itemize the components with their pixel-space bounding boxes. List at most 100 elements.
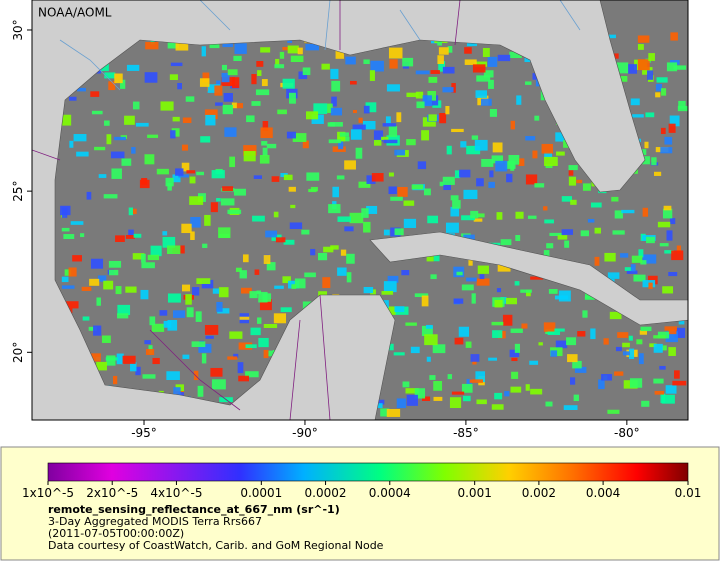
- patch: [421, 295, 429, 307]
- patch: [488, 181, 495, 188]
- credit-box: [34, 2, 116, 22]
- patch: [90, 91, 100, 97]
- patch: [366, 175, 376, 184]
- patch: [390, 196, 403, 201]
- patch: [362, 120, 376, 130]
- patch: [355, 147, 363, 159]
- patch: [182, 284, 191, 292]
- patch: [564, 240, 570, 248]
- patch: [530, 388, 543, 395]
- patch: [89, 278, 100, 286]
- patch: [302, 140, 309, 149]
- patch: [637, 59, 650, 71]
- patch: [199, 78, 210, 87]
- y-tick-label: 25°: [11, 181, 25, 202]
- patch: [201, 353, 207, 364]
- patch: [466, 145, 481, 155]
- patch: [489, 170, 494, 178]
- patch: [642, 254, 657, 264]
- patch: [475, 371, 486, 383]
- patch: [257, 317, 262, 324]
- patch: [212, 288, 220, 294]
- patch: [669, 218, 676, 225]
- patch: [196, 278, 211, 284]
- patch: [339, 132, 349, 137]
- patch: [91, 110, 103, 115]
- patch: [172, 310, 186, 318]
- colorbar-ticks: 1x10^-5 2x10^-5 4x10^-5 0.0001 0.0002 0.0004 0…: [22, 481, 701, 500]
- patch: [222, 186, 234, 192]
- patch: [116, 353, 124, 365]
- patch: [430, 70, 440, 74]
- patch: [216, 80, 221, 86]
- patch: [532, 150, 538, 159]
- patch: [121, 158, 132, 166]
- patch: [386, 84, 400, 92]
- patch: [382, 123, 397, 127]
- patch: [383, 139, 398, 144]
- patch: [510, 386, 522, 393]
- patch: [239, 270, 247, 279]
- patch: [227, 69, 238, 76]
- patch: [61, 207, 68, 218]
- x-tick-label: -90°: [292, 426, 318, 440]
- patch: [472, 64, 486, 73]
- patch: [631, 255, 643, 263]
- patch: [181, 223, 192, 234]
- patch: [291, 284, 297, 289]
- patch: [279, 51, 285, 59]
- patch: [622, 351, 630, 356]
- patch: [511, 371, 519, 379]
- patch: [494, 299, 503, 308]
- patch: [64, 269, 72, 276]
- patch: [61, 285, 75, 289]
- patch: [614, 62, 629, 74]
- patch: [668, 123, 676, 133]
- patch: [666, 230, 673, 241]
- patch: [510, 328, 523, 333]
- patch: [210, 367, 223, 377]
- patch: [471, 135, 479, 140]
- patch: [668, 329, 677, 335]
- patch: [632, 114, 644, 118]
- patch: [93, 325, 102, 336]
- patch: [265, 230, 278, 238]
- patch: [193, 370, 199, 381]
- patch: [151, 323, 165, 332]
- patch: [451, 83, 456, 93]
- patch: [394, 306, 405, 313]
- patch: [535, 78, 541, 87]
- patch: [655, 92, 661, 98]
- patch: [497, 263, 511, 272]
- patch: [172, 174, 181, 183]
- patch: [178, 174, 189, 178]
- patch: [674, 327, 686, 338]
- patch: [594, 256, 600, 266]
- patch: [238, 375, 250, 382]
- patch: [227, 209, 242, 214]
- patch: [452, 200, 461, 209]
- patch: [120, 79, 126, 89]
- patch: [338, 140, 344, 150]
- patch: [305, 44, 320, 51]
- credit: NOAA/AOML: [38, 6, 112, 20]
- patch: [198, 343, 212, 353]
- patch: [144, 72, 158, 83]
- patch: [461, 284, 474, 291]
- patch: [449, 397, 462, 409]
- patch: [186, 307, 194, 318]
- land: [32, 0, 646, 420]
- patch: [574, 366, 587, 373]
- patch: [555, 340, 568, 349]
- patch: [234, 43, 247, 54]
- patch: [514, 281, 520, 286]
- patch: [495, 160, 508, 172]
- patch: [590, 328, 596, 340]
- patch: [396, 112, 402, 123]
- patch: [239, 316, 250, 320]
- patch: [534, 183, 545, 188]
- patch: [483, 70, 494, 78]
- patch: [447, 374, 453, 380]
- patch: [73, 134, 87, 142]
- patch: [641, 400, 650, 407]
